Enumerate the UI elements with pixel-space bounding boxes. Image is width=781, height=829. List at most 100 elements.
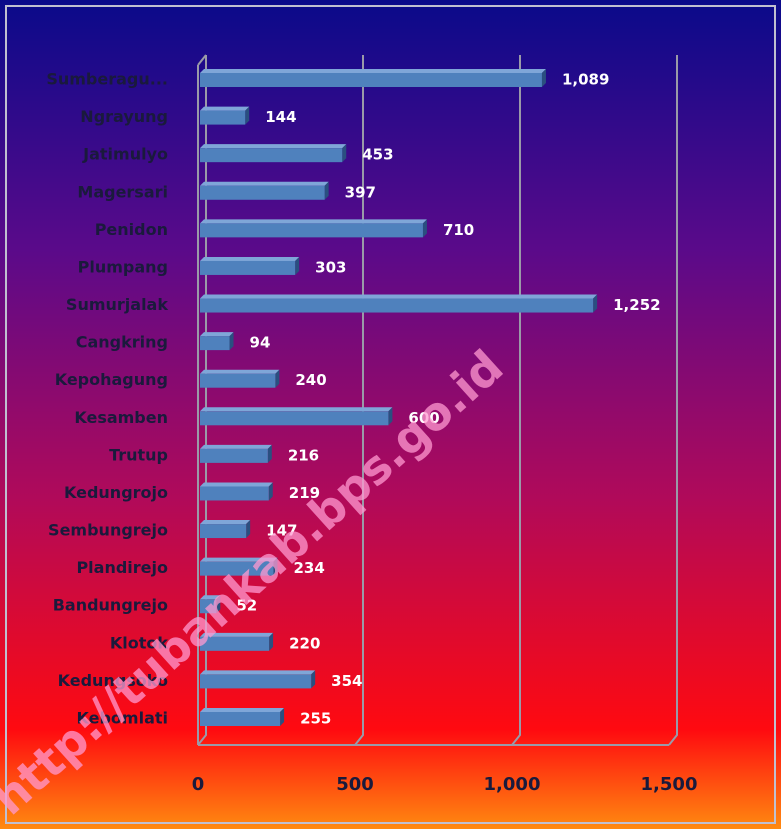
y-tick-label: Sumurjalak (66, 295, 168, 314)
bar-top (200, 256, 300, 261)
bar (200, 448, 268, 463)
y-tick-label: Jatimulyo (82, 145, 168, 164)
y-tick-label: Kepohagung (55, 370, 168, 389)
bar-side (229, 332, 234, 351)
bar-side (422, 219, 427, 238)
y-tick-label: Bandungrejo (53, 596, 168, 615)
y-tick-label: Klotok (110, 633, 169, 652)
data-label: 52 (236, 597, 257, 615)
bar (200, 185, 325, 200)
bar-top (200, 407, 393, 412)
bar (200, 298, 594, 313)
data-label: 234 (293, 559, 324, 577)
x-tick-label: 0 (192, 774, 205, 795)
bar-top (200, 69, 546, 73)
data-label: 1,089 (562, 71, 609, 89)
x-tick-label: 1,000 (484, 774, 541, 795)
data-label: 303 (315, 258, 346, 276)
y-tick-label: Ngrayung (80, 107, 168, 126)
data-label: 600 (408, 409, 439, 427)
data-label: 94 (250, 334, 271, 352)
y-tick-label: Plumpang (78, 257, 168, 276)
bar-top (200, 482, 273, 487)
bar-side (593, 294, 598, 313)
bar (200, 486, 269, 501)
bar-top (200, 369, 280, 374)
grid-line (354, 55, 364, 746)
grid-line (668, 55, 678, 746)
plot-area: 0 500 1,000 1,500 Sumberagu... 1,089 Ngrayung 1… (46, 54, 698, 795)
bar (200, 599, 217, 614)
bar (200, 110, 246, 125)
bar-top (200, 708, 285, 712)
bar-top (200, 595, 221, 600)
data-label: 147 (266, 522, 297, 540)
data-label: 354 (331, 672, 362, 690)
x-tick-label: 1,500 (641, 774, 698, 795)
bar-side (275, 369, 280, 388)
y-tick-label: Sumberagu... (46, 70, 168, 89)
data-label: 220 (289, 634, 320, 652)
bar-side (280, 708, 285, 726)
bar (200, 561, 274, 576)
data-label: 216 (288, 446, 319, 464)
bar-side (245, 106, 250, 125)
data-label: 255 (300, 710, 331, 728)
bar-side (324, 181, 329, 200)
data-label: 453 (362, 146, 393, 164)
bar (200, 260, 296, 275)
bar (200, 223, 423, 238)
x-tick-label: 500 (336, 774, 374, 795)
data-label: 1,252 (613, 296, 660, 314)
axis-wall (197, 54, 207, 66)
bar-top (200, 219, 427, 224)
grid-line (197, 55, 207, 746)
bar (200, 712, 281, 726)
grid-line (511, 55, 521, 746)
y-tick-label: Trutup (109, 445, 168, 464)
bar-side (268, 482, 273, 501)
bar-top (200, 106, 250, 111)
bar (200, 636, 270, 651)
data-label: 144 (265, 108, 296, 126)
bar-side (541, 69, 546, 87)
y-tick-label: Kedungsoko (58, 671, 168, 690)
bar (200, 148, 343, 163)
bar (200, 336, 230, 351)
data-label: 710 (443, 221, 474, 239)
y-tick-label: Magersari (77, 182, 168, 201)
bar (200, 674, 312, 689)
data-label: 219 (289, 484, 320, 502)
y-tick-label: Kebomlati (77, 709, 169, 728)
y-tick-label: Penidon (95, 220, 168, 239)
frame (5, 5, 776, 824)
bar-top (200, 294, 598, 299)
bar-side (388, 407, 393, 426)
bar-top (200, 144, 347, 149)
bar (200, 373, 276, 388)
y-tick-label: Cangkring (76, 333, 168, 352)
bar-top (200, 670, 316, 675)
bar-top (200, 181, 329, 186)
y-tick-label: Kedungrojo (64, 483, 168, 502)
bar-side (342, 144, 347, 163)
bar (200, 411, 389, 426)
y-tick-label: Sembungrejo (48, 521, 168, 540)
bar-side (295, 256, 300, 275)
bar-top (200, 332, 234, 337)
y-tick-label: Plandirejo (76, 558, 168, 577)
bar-side (311, 670, 316, 689)
data-label: 240 (295, 371, 326, 389)
bar-side (267, 444, 272, 463)
bar (200, 73, 542, 87)
bar-side (246, 520, 251, 539)
bar (200, 524, 247, 539)
bar-top (200, 520, 251, 525)
data-label: 397 (345, 183, 376, 201)
y-tick-label: Kesamben (74, 408, 168, 427)
bar-side (273, 557, 278, 576)
bar-side (216, 595, 221, 614)
bar-side (269, 632, 274, 651)
bar-top (200, 632, 274, 637)
